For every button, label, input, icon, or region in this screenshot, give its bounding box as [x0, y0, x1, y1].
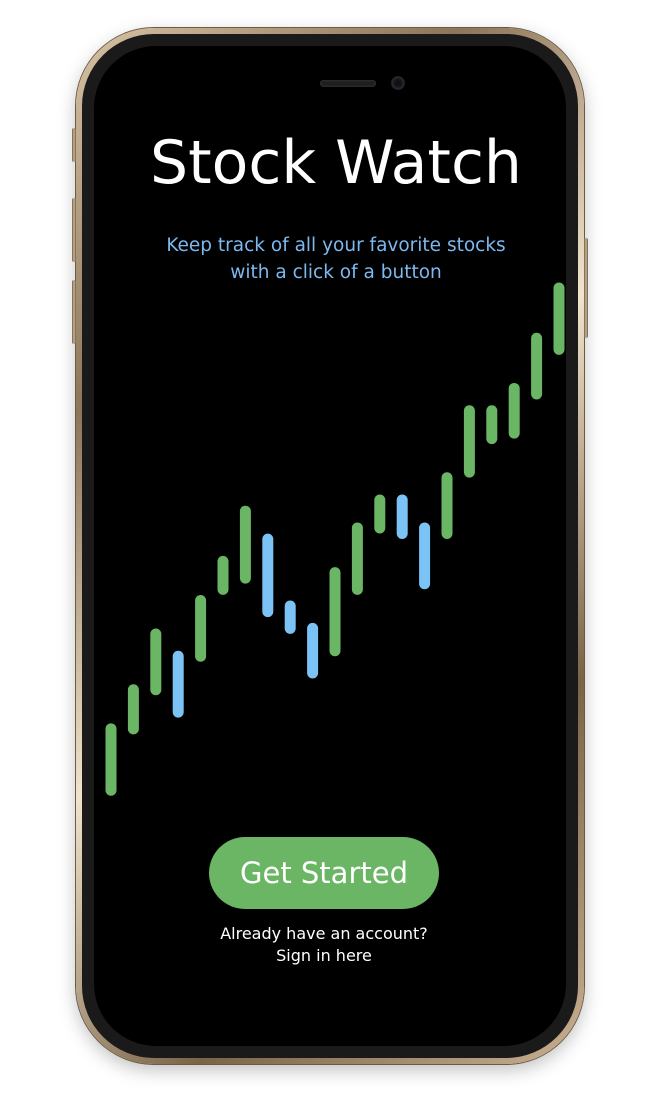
app-subtitle: Keep track of all your favorite stocks w…: [134, 232, 538, 286]
get-started-button[interactable]: Get Started: [209, 837, 439, 909]
phone-side-button: [72, 280, 76, 344]
sign-in-prompt: Already have an account? Sign in here: [186, 923, 462, 967]
front-camera: [392, 77, 404, 89]
app-screen: Stock Watch Keep track of all your favor…: [94, 46, 566, 1046]
phone-side-button: [72, 128, 76, 162]
phone-frame: Stock Watch Keep track of all your favor…: [72, 28, 588, 1064]
phone-side-button: [584, 238, 588, 338]
candlestick-chart-illustration: [105, 282, 565, 796]
phone-side-button: [72, 198, 76, 262]
account-prompt-text: Already have an account?: [220, 924, 428, 943]
phone-bezel: Stock Watch Keep track of all your favor…: [82, 34, 578, 1058]
speaker-grille: [320, 80, 376, 87]
sign-in-link[interactable]: Sign in here: [276, 946, 372, 965]
subtitle-line: with a click of a button: [230, 262, 442, 283]
app-title: Stock Watch: [150, 128, 522, 198]
subtitle-line: Keep track of all your favorite stocks: [166, 235, 506, 256]
